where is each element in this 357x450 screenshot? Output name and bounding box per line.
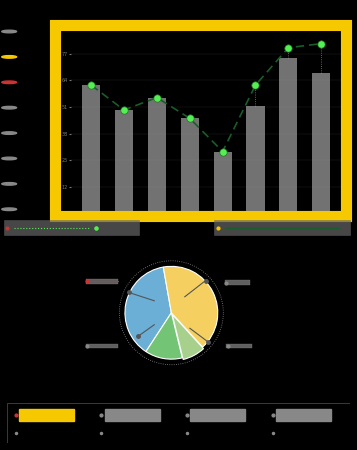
FancyBboxPatch shape (105, 409, 160, 421)
FancyBboxPatch shape (214, 220, 350, 235)
Bar (82, 85, 100, 214)
Point (286, 44, 291, 51)
Bar (279, 58, 297, 214)
Wedge shape (125, 267, 171, 351)
Circle shape (2, 183, 16, 185)
Wedge shape (172, 315, 203, 360)
FancyBboxPatch shape (191, 409, 245, 421)
Bar (213, 152, 232, 214)
Bar (148, 98, 166, 214)
FancyBboxPatch shape (226, 344, 252, 348)
Circle shape (2, 208, 16, 211)
Circle shape (2, 81, 16, 84)
FancyBboxPatch shape (86, 279, 118, 284)
Bar (312, 72, 330, 214)
Bar (246, 106, 265, 214)
Circle shape (2, 106, 16, 109)
Circle shape (2, 56, 16, 58)
Point (187, 115, 192, 122)
FancyBboxPatch shape (276, 409, 331, 421)
FancyBboxPatch shape (4, 220, 139, 235)
Circle shape (2, 30, 16, 33)
Point (121, 106, 127, 113)
FancyBboxPatch shape (225, 280, 250, 285)
Wedge shape (163, 266, 218, 347)
Point (154, 94, 160, 101)
Bar (181, 118, 199, 214)
Wedge shape (146, 313, 182, 359)
Point (220, 148, 226, 155)
FancyBboxPatch shape (86, 344, 118, 348)
Circle shape (2, 157, 16, 160)
Point (318, 40, 324, 47)
Point (88, 81, 94, 89)
Circle shape (2, 132, 16, 135)
Point (253, 81, 258, 89)
FancyBboxPatch shape (19, 409, 74, 421)
Bar (115, 110, 133, 214)
